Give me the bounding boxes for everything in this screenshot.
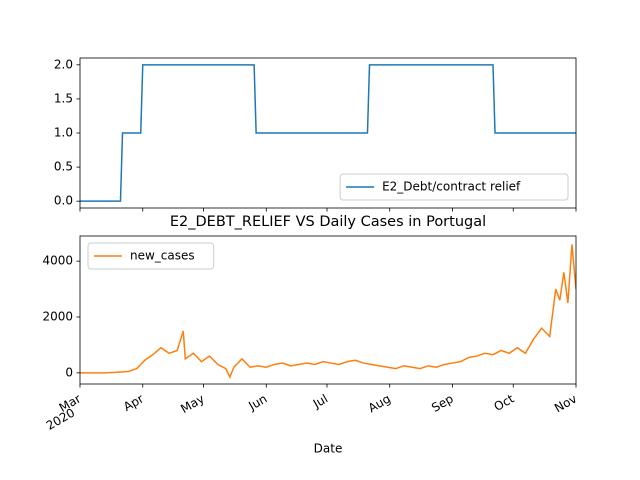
y-tick-label: 2.0 [54,57,73,71]
y-tick-label: 0 [65,365,73,379]
legend-box [87,242,215,270]
x-axis-label: Date [314,442,343,456]
legend-label: E2_Debt/contract relief [382,180,521,194]
axes-frame [79,235,577,385]
y-tick-label: 4000 [42,254,73,268]
y-tick-label: 0.0 [54,194,73,208]
x-tick-label: Jul [310,392,330,412]
legend-label: new_cases [130,249,195,263]
y-tick-label: 2000 [42,309,73,323]
y-tick-label: 1.0 [54,126,73,140]
y-tick-label: 0.5 [54,160,73,174]
data-line [80,64,576,202]
axes-frame [79,57,577,209]
y-tick-label: 1.5 [54,91,73,105]
chart-title: E2_DEBT_RELIEF VS Daily Cases in Portuga… [170,214,486,230]
data-line [80,244,576,379]
legend-box [339,173,569,201]
